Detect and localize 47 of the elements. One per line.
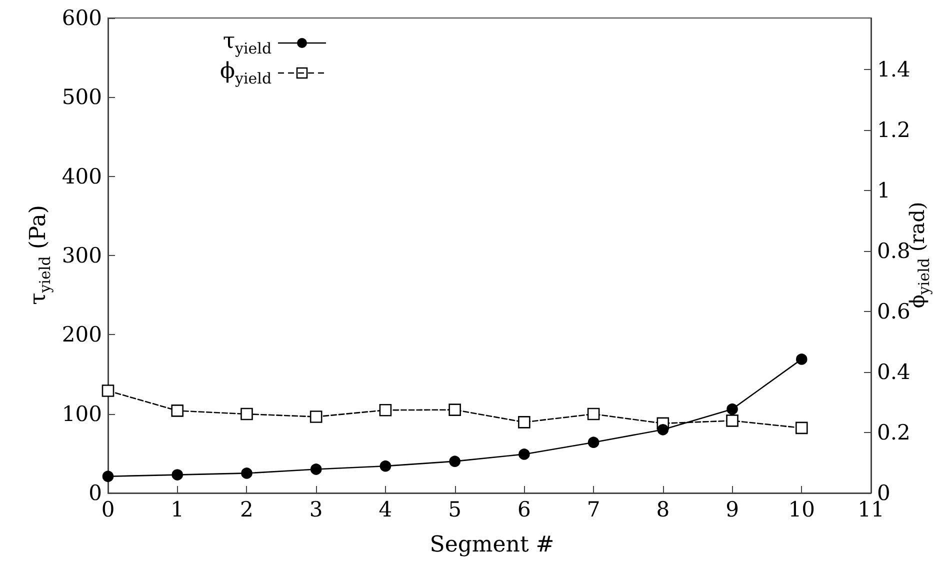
legend-label: ϕ$_{yield}$ <box>220 58 272 88</box>
point <box>588 436 600 448</box>
point <box>171 404 184 417</box>
y2-tick-label: 0.8 <box>877 238 910 263</box>
point <box>448 404 461 416</box>
point <box>449 456 460 467</box>
y-tick-label: 500 <box>62 85 102 110</box>
point <box>518 448 530 460</box>
point <box>587 408 600 420</box>
y2-tick-label: 1.2 <box>877 118 910 142</box>
legend-label: τ$_{yield}$ <box>222 28 272 58</box>
y2-tick-label: 0.2 <box>877 420 910 444</box>
x-tick-label: 8 <box>656 498 670 522</box>
y2-tick-label: 1.4 <box>877 57 910 82</box>
point <box>310 410 322 423</box>
x-tick-label: 7 <box>586 498 600 522</box>
point <box>379 404 392 416</box>
x-tick-label: 3 <box>309 498 323 522</box>
point <box>380 460 392 472</box>
point <box>726 414 738 427</box>
y-tick-label: 400 <box>62 164 102 188</box>
x-axis-title: Segment # <box>430 532 554 558</box>
x-tick-label: 6 <box>517 498 531 522</box>
y2-tick-label: 0.4 <box>877 360 910 384</box>
point <box>657 424 669 436</box>
y-tick-label: 100 <box>62 402 102 426</box>
x-tick-label: 4 <box>378 498 392 522</box>
point <box>796 354 808 365</box>
point <box>102 384 114 397</box>
point <box>240 408 253 420</box>
y-tick-label: 600 <box>62 6 102 30</box>
point <box>726 403 738 415</box>
x-tick-label: 2 <box>240 498 254 522</box>
point <box>310 464 322 475</box>
point <box>241 468 252 479</box>
y2-tick-label: 1 <box>877 178 890 202</box>
point <box>518 416 530 428</box>
y-tick-label: 0 <box>88 481 102 505</box>
point <box>102 470 114 482</box>
point <box>172 469 184 480</box>
y-tick-label: 200 <box>62 322 102 347</box>
x-tick-label: 1 <box>170 498 184 522</box>
point <box>795 422 808 434</box>
x-tick-label: 10 <box>788 498 816 522</box>
x-tick-label: 5 <box>448 498 462 522</box>
y-tick-label: 300 <box>62 244 102 268</box>
x-tick-label: 9 <box>726 498 739 522</box>
